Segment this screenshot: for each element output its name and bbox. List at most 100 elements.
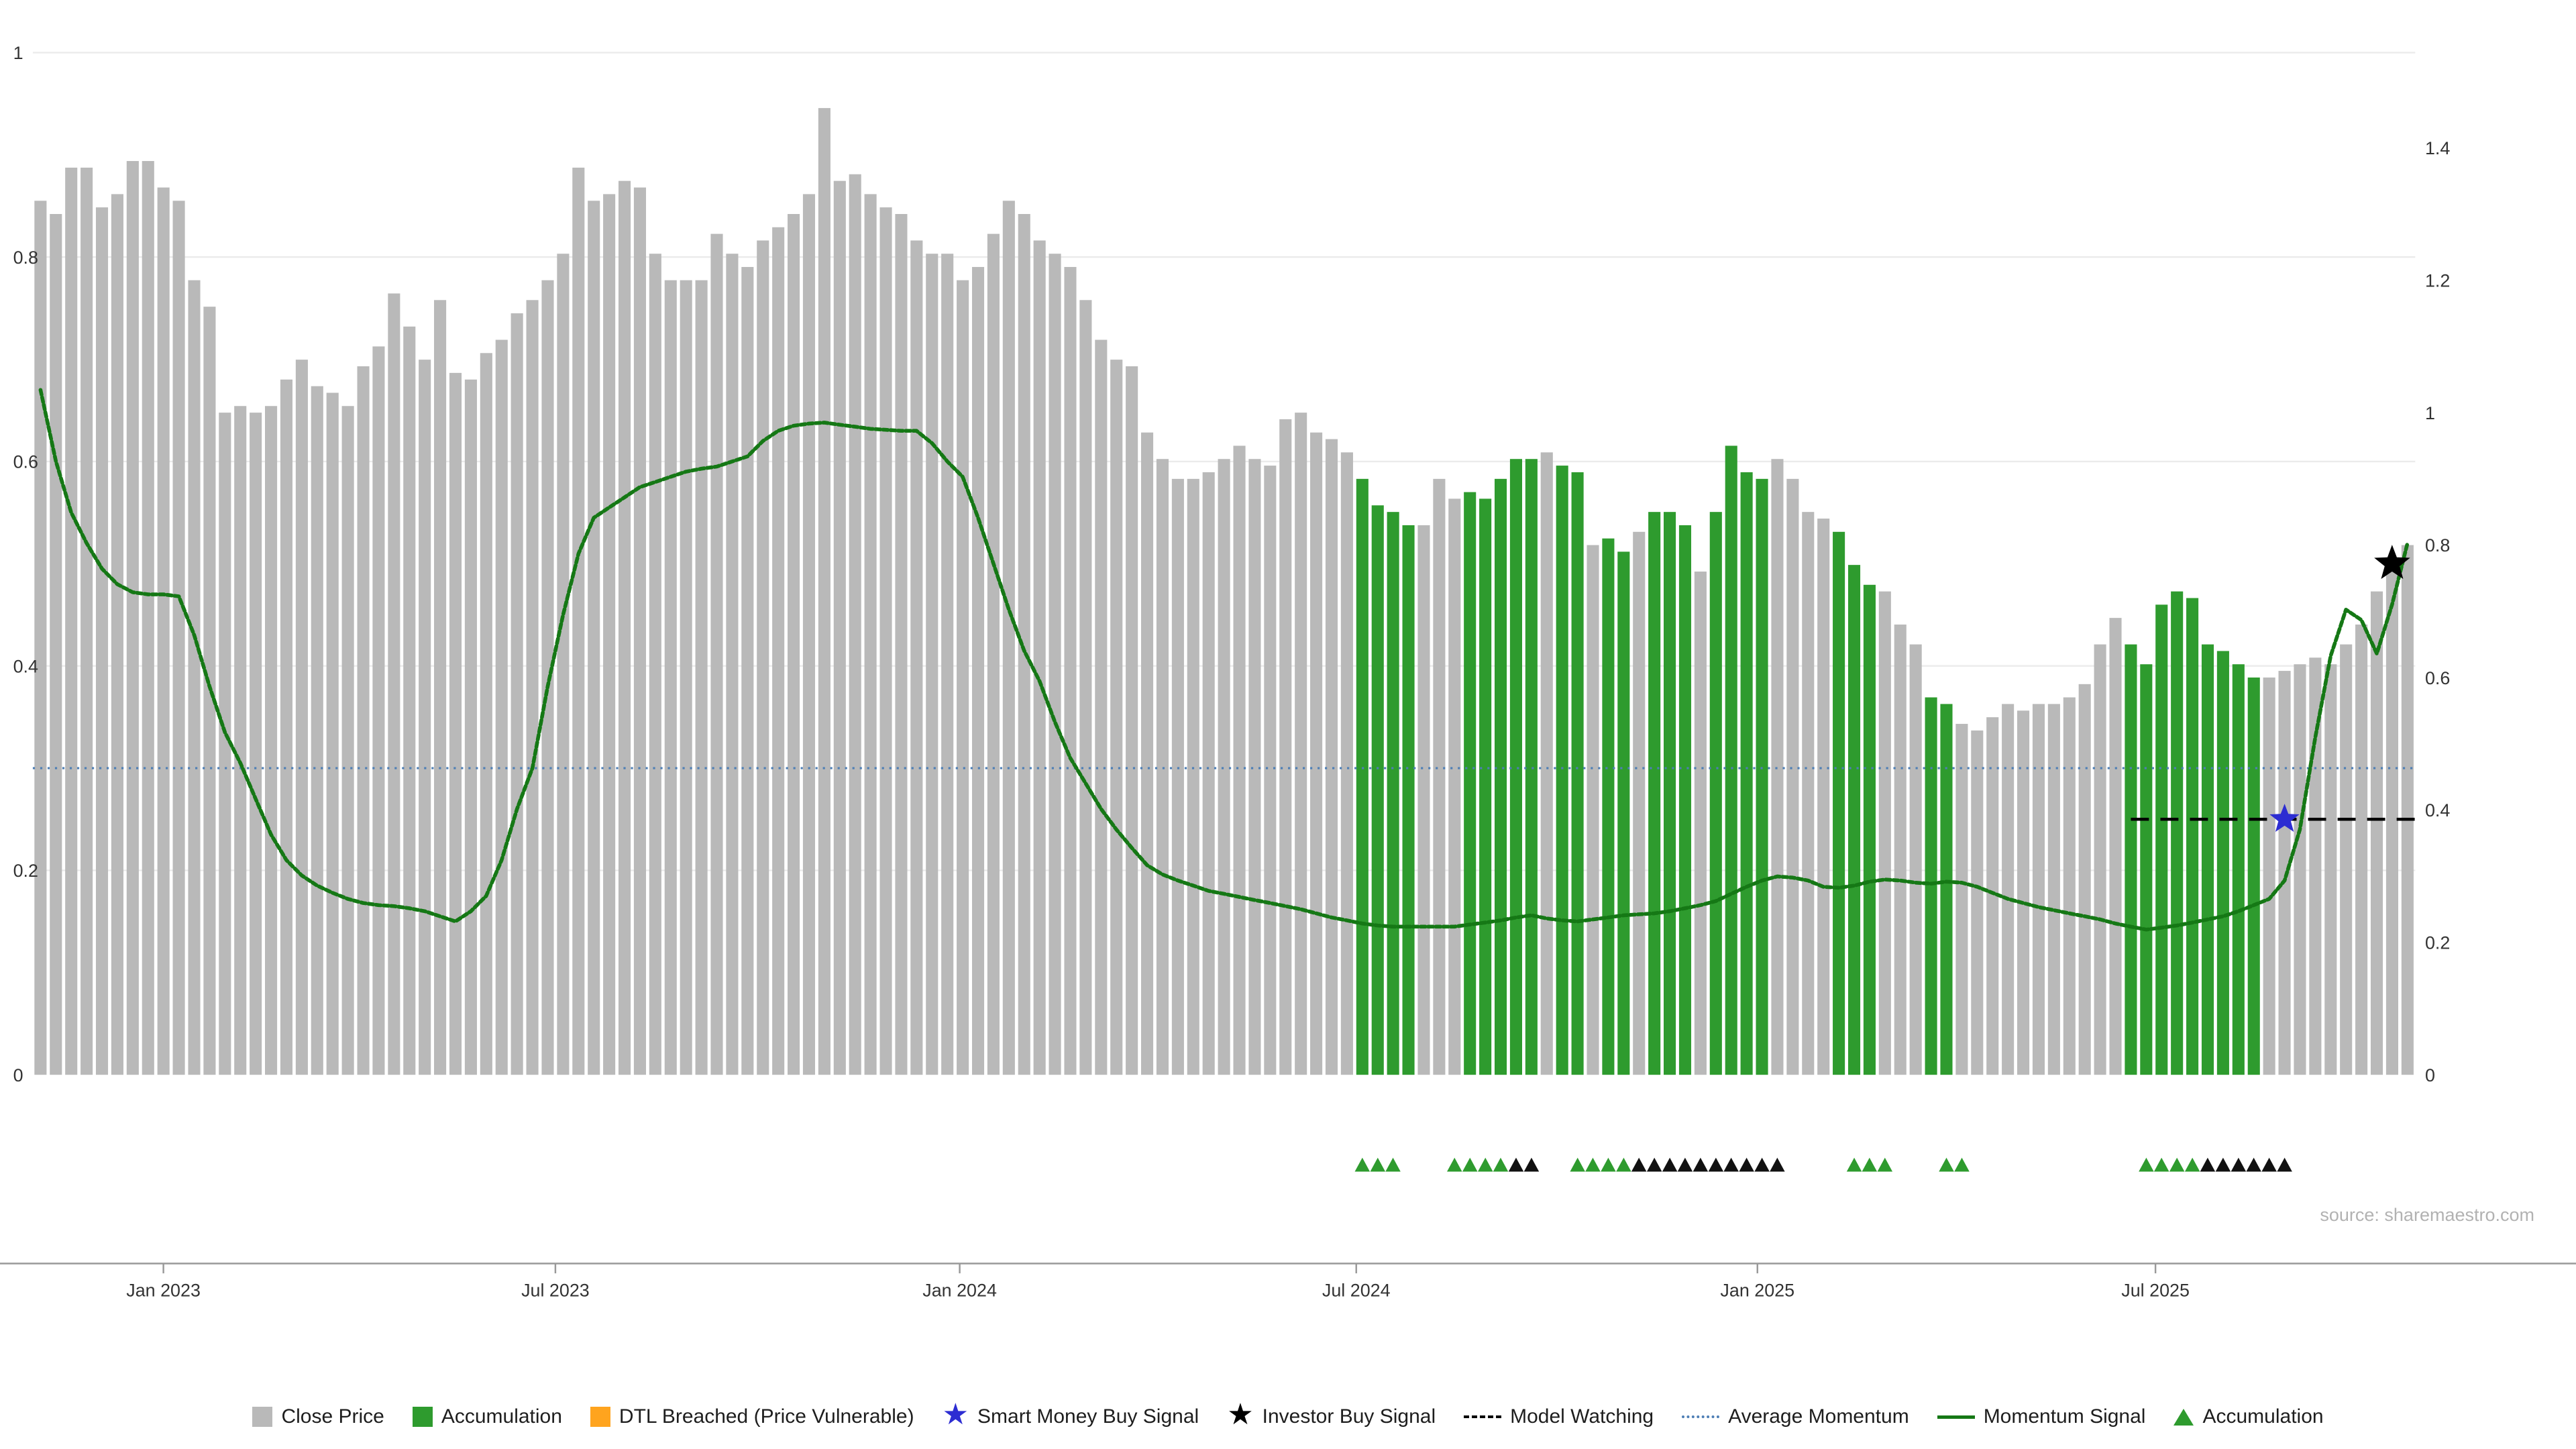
dotted-line-swatch-icon	[1682, 1415, 1720, 1418]
close-price-bar	[772, 227, 785, 1075]
close-price-bar	[1295, 413, 1307, 1075]
close-price-bar	[1264, 466, 1277, 1075]
close-price-bar	[726, 254, 739, 1075]
accumulation-bar	[1602, 538, 1615, 1075]
close-price-bar	[95, 207, 109, 1075]
accumulation-triangle-dark-icon	[2261, 1157, 2277, 1172]
accumulation-bar	[1387, 512, 1399, 1075]
close-price-bar	[833, 180, 846, 1075]
close-price-bar	[280, 379, 293, 1075]
accumulation-triangle-dark-icon	[1631, 1157, 1647, 1172]
accumulation-triangle-dark-icon	[2200, 1157, 2216, 1172]
source-attribution: source: sharemaestro.com	[2320, 1205, 2534, 1225]
accumulation-bar	[2201, 644, 2214, 1075]
close-price-bar	[2401, 545, 2414, 1075]
close-price-bar	[1817, 519, 1830, 1075]
close-price-bar	[1971, 730, 1984, 1075]
accumulation-bar	[1725, 445, 1737, 1075]
accumulation-triangle-icon	[2169, 1157, 2185, 1172]
close-price-bar	[1095, 339, 1108, 1075]
accumulation-triangle-dark-icon	[1708, 1157, 1724, 1172]
close-price-bar	[464, 379, 477, 1075]
close-price-bar	[326, 392, 339, 1075]
legend-item-close-price[interactable]: Close Price	[252, 1405, 384, 1428]
close-price-bar	[1909, 644, 1922, 1075]
close-price-bar	[434, 300, 447, 1075]
x-axis-tick-label: Jul 2023	[521, 1280, 590, 1300]
price-momentum-chart[interactable]: 0 0.2 0.4 0.6 0.8 1 0 0.2 0.4 0.6 0.8 1 1.2 1.4 Jan 20…	[0, 0, 2576, 1313]
accumulation-bar	[1571, 472, 1584, 1075]
square-swatch-icon	[252, 1407, 273, 1427]
accumulation-bar	[1556, 466, 1568, 1075]
legend-item-momentum-signal[interactable]: Momentum Signal	[1937, 1405, 2146, 1428]
close-price-bar	[1325, 439, 1338, 1075]
close-price-bar	[1187, 478, 1199, 1075]
close-price-bar	[65, 167, 78, 1075]
accumulation-bar	[2155, 604, 2168, 1075]
accumulation-bar	[1402, 525, 1415, 1075]
close-price-bar	[588, 201, 600, 1075]
legend-label: Momentum Signal	[1983, 1405, 2146, 1428]
accumulation-bar	[1464, 492, 1477, 1075]
accumulation-bar	[2171, 591, 2184, 1075]
legend-item-dtl-breached-price-vulnerable[interactable]: DTL Breached (Price Vulnerable)	[590, 1405, 914, 1428]
x-axis-tick-label: Jan 2025	[1720, 1280, 1794, 1300]
close-price-bar	[2109, 618, 2122, 1075]
close-price-bar	[1233, 445, 1246, 1075]
accumulation-bar	[1525, 459, 1538, 1075]
close-price-bar	[957, 280, 969, 1075]
accumulation-triangle-icon	[1601, 1157, 1616, 1172]
accumulation-bar	[2140, 664, 2153, 1075]
legend-label: Accumulation	[441, 1405, 562, 1428]
right-axis-tick-label: 1.4	[2425, 138, 2450, 158]
smart-money-buy-signal-star-icon	[2269, 804, 2300, 832]
close-price-bar	[1955, 724, 1968, 1075]
close-price-bar	[126, 161, 139, 1075]
legend-label: Accumulation	[2202, 1405, 2324, 1428]
close-price-bar	[618, 180, 631, 1075]
accumulation-triangle-icon	[1616, 1157, 1631, 1172]
accumulation-triangle-dark-icon	[2231, 1157, 2247, 1172]
accumulation-triangle-icon	[1447, 1157, 1462, 1172]
legend-item-average-momentum[interactable]: Average Momentum	[1682, 1405, 1909, 1428]
close-price-bar	[1878, 591, 1891, 1075]
close-price-bar	[2370, 591, 2383, 1075]
accumulation-triangle-dark-icon	[1646, 1157, 1662, 1172]
legend-item-investor-buy-signal[interactable]: ★ Investor Buy Signal	[1227, 1400, 1436, 1430]
accumulation-bar	[1356, 478, 1368, 1075]
legend-item-accumulation[interactable]: Accumulation	[412, 1405, 562, 1428]
accumulation-triangle-dark-icon	[2277, 1157, 2292, 1172]
close-price-bar	[2032, 704, 2045, 1075]
close-price-bar	[2063, 697, 2076, 1075]
close-price-bar	[1433, 478, 1446, 1075]
legend-item-model-watching[interactable]: Model Watching	[1464, 1405, 1654, 1428]
close-price-bar	[34, 201, 47, 1075]
close-price-bar	[2263, 677, 2275, 1075]
accumulation-bar	[1756, 478, 1768, 1075]
close-price-bar	[1587, 545, 1599, 1075]
close-price-bar	[1156, 459, 1169, 1075]
close-price-bar	[2002, 704, 2015, 1075]
close-price-bar	[757, 240, 769, 1075]
legend-item-accumulation[interactable]: Accumulation	[2174, 1405, 2324, 1428]
accumulation-bar	[1494, 478, 1507, 1075]
legend-item-smart-money-buy-signal[interactable]: ★ Smart Money Buy Signal	[943, 1400, 1199, 1430]
legend-label: Average Momentum	[1728, 1405, 1909, 1428]
close-price-bar	[2294, 664, 2306, 1075]
accumulation-triangle-icon	[1939, 1157, 1954, 1172]
accumulation-triangle-dark-icon	[1523, 1157, 1540, 1172]
close-price-bar	[895, 213, 908, 1075]
close-price-bar	[910, 240, 923, 1075]
close-price-bar	[818, 108, 830, 1075]
close-price-bar	[1448, 498, 1461, 1075]
accumulation-triangle-dark-icon	[1754, 1157, 1770, 1172]
close-price-bar	[157, 187, 170, 1075]
x-axis-tick-label: Jul 2025	[2121, 1280, 2190, 1300]
accumulation-triangle-icon	[1862, 1157, 1878, 1172]
close-price-bar	[1633, 531, 1646, 1075]
accumulation-triangle-dark-icon	[2215, 1157, 2231, 1172]
close-price-bar	[1771, 459, 1784, 1075]
close-price-bar	[664, 280, 677, 1075]
accumulation-triangle-dark-icon	[1770, 1157, 1785, 1172]
close-price-bar	[1340, 452, 1353, 1075]
